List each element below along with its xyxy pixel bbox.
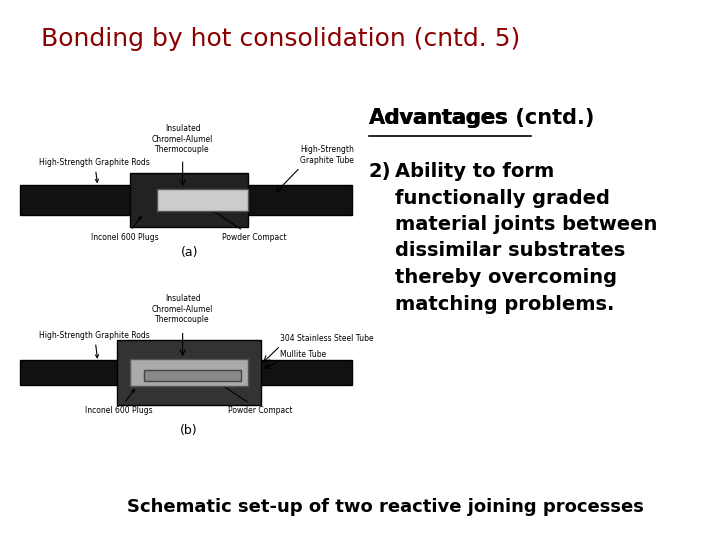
Text: Powder Compact: Powder Compact (219, 383, 293, 415)
FancyBboxPatch shape (19, 185, 352, 214)
Text: High-Strength Graphite Rods: High-Strength Graphite Rods (39, 158, 150, 183)
FancyBboxPatch shape (143, 370, 241, 381)
Text: 2): 2) (369, 162, 391, 181)
Text: High-Strength
Graphite Tube: High-Strength Graphite Tube (300, 145, 354, 165)
Text: Insulated
Chromel-Alumel
Thermocouple: Insulated Chromel-Alumel Thermocouple (152, 294, 213, 324)
Text: Inconel 600 Plugs: Inconel 600 Plugs (91, 217, 159, 242)
Text: High-Strength Graphite Rods: High-Strength Graphite Rods (39, 330, 150, 358)
FancyBboxPatch shape (19, 361, 352, 384)
Text: 304 Stainless Steel Tube: 304 Stainless Steel Tube (281, 334, 374, 343)
FancyBboxPatch shape (130, 173, 248, 227)
Text: Bonding by hot consolidation (cntd. 5): Bonding by hot consolidation (cntd. 5) (41, 27, 520, 51)
FancyBboxPatch shape (156, 189, 248, 211)
Text: Insulated
Chromel-Alumel
Thermocouple: Insulated Chromel-Alumel Thermocouple (152, 124, 213, 154)
Text: Inconel 600 Plugs: Inconel 600 Plugs (85, 389, 153, 415)
Text: (a): (a) (181, 246, 198, 259)
Text: (b): (b) (180, 424, 198, 437)
Text: Advantages (cntd.): Advantages (cntd.) (369, 108, 594, 128)
Text: Advantages: Advantages (369, 108, 508, 128)
Text: Mullite Tube: Mullite Tube (281, 350, 327, 359)
FancyBboxPatch shape (117, 340, 261, 405)
Text: Ability to form
functionally graded
material joints between
dissimilar substrate: Ability to form functionally graded mate… (395, 162, 657, 314)
FancyBboxPatch shape (130, 359, 248, 386)
Text: Schematic set-up of two reactive joining processes: Schematic set-up of two reactive joining… (127, 498, 644, 516)
Text: Powder Compact: Powder Compact (212, 210, 287, 242)
